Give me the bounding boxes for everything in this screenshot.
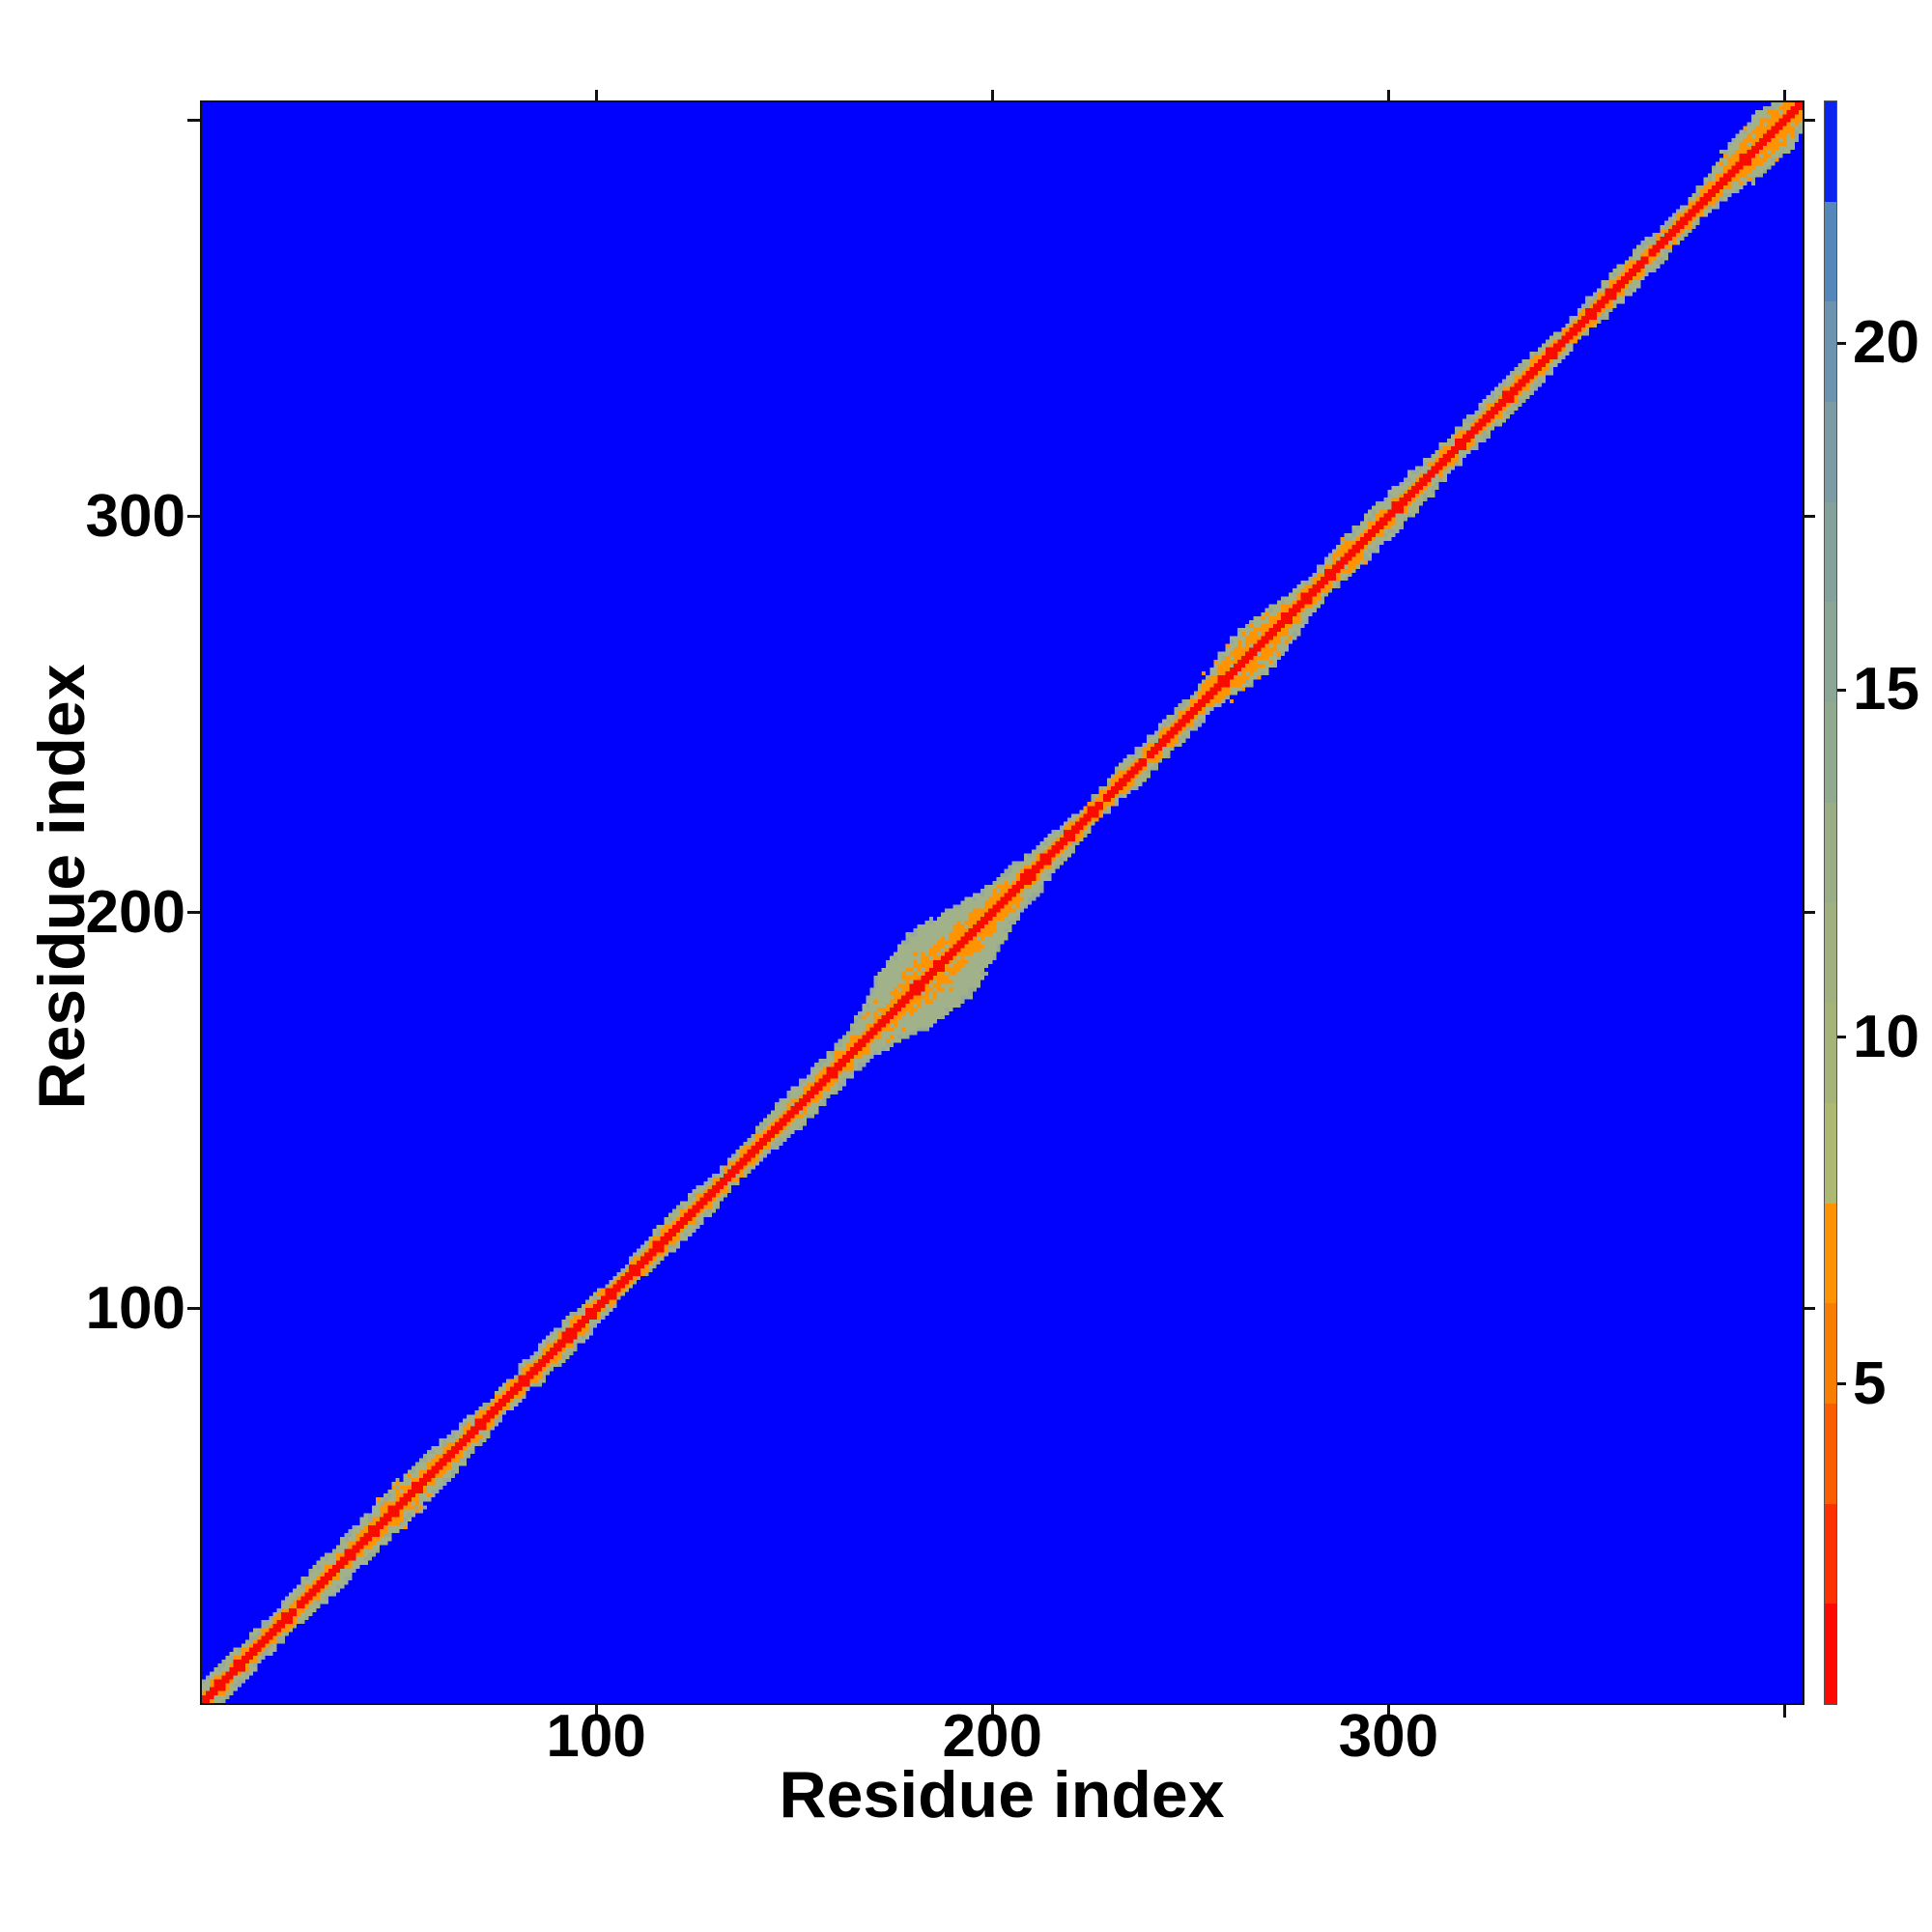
colorbar-tick-label: 10 [1853,1003,1919,1070]
x-tick-top [990,90,994,100]
x-tick [1782,1705,1786,1718]
colorbar-segment [1825,502,1836,602]
y-tick-right [1804,1307,1815,1311]
colorbar-tick-label: 15 [1853,656,1919,724]
colorbar-segment [1825,1404,1836,1504]
x-tick [990,1705,994,1718]
x-axis-label: Residue index [779,1758,1225,1832]
distance-map-canvas [202,102,1803,1703]
x-tick-label: 300 [1338,1703,1439,1770]
colorbar-segment [1825,602,1836,702]
y-tick-label: 100 [85,1274,185,1342]
colorbar-segment [1825,903,1836,1003]
x-tick-label: 100 [546,1703,646,1770]
x-tick [594,1705,598,1718]
y-tick-right [1804,911,1815,915]
y-tick-label: 300 [85,482,185,550]
colorbar-tick-label: 5 [1853,1350,1887,1417]
colorbar-segment [1825,1103,1836,1204]
colorbar-segment [1825,1303,1836,1404]
y-tick-right [1804,119,1815,122]
x-tick-top [1782,90,1786,100]
colorbar-segment [1825,702,1836,803]
colorbar-segment [1825,1604,1836,1704]
x-tick [1386,1705,1390,1718]
colorbar-segment [1825,1003,1836,1103]
colorbar-segment [1825,1504,1836,1604]
colorbar-tick-label: 20 [1853,309,1919,377]
colorbar-segment [1825,202,1836,301]
colorbar-tick [1837,688,1846,692]
colorbar-tick [1837,341,1846,345]
colorbar [1824,100,1837,1705]
colorbar-segment [1825,101,1836,202]
y-tick-right [1804,515,1815,519]
colorbar-segment [1825,1204,1836,1303]
y-tick [187,1307,200,1311]
colorbar-segment [1825,803,1836,903]
colorbar-segment [1825,301,1836,402]
x-tick-top [1386,90,1390,100]
colorbar-tick [1837,1382,1846,1386]
y-tick [187,119,200,122]
y-tick [187,515,200,519]
x-tick-top [594,90,598,100]
colorbar-tick [1837,1036,1846,1039]
y-tick [187,911,200,915]
heatmap-plot [200,100,1804,1705]
x-tick-label: 200 [942,1703,1042,1770]
y-tick-label: 200 [85,878,185,946]
colorbar-segment [1825,402,1836,502]
